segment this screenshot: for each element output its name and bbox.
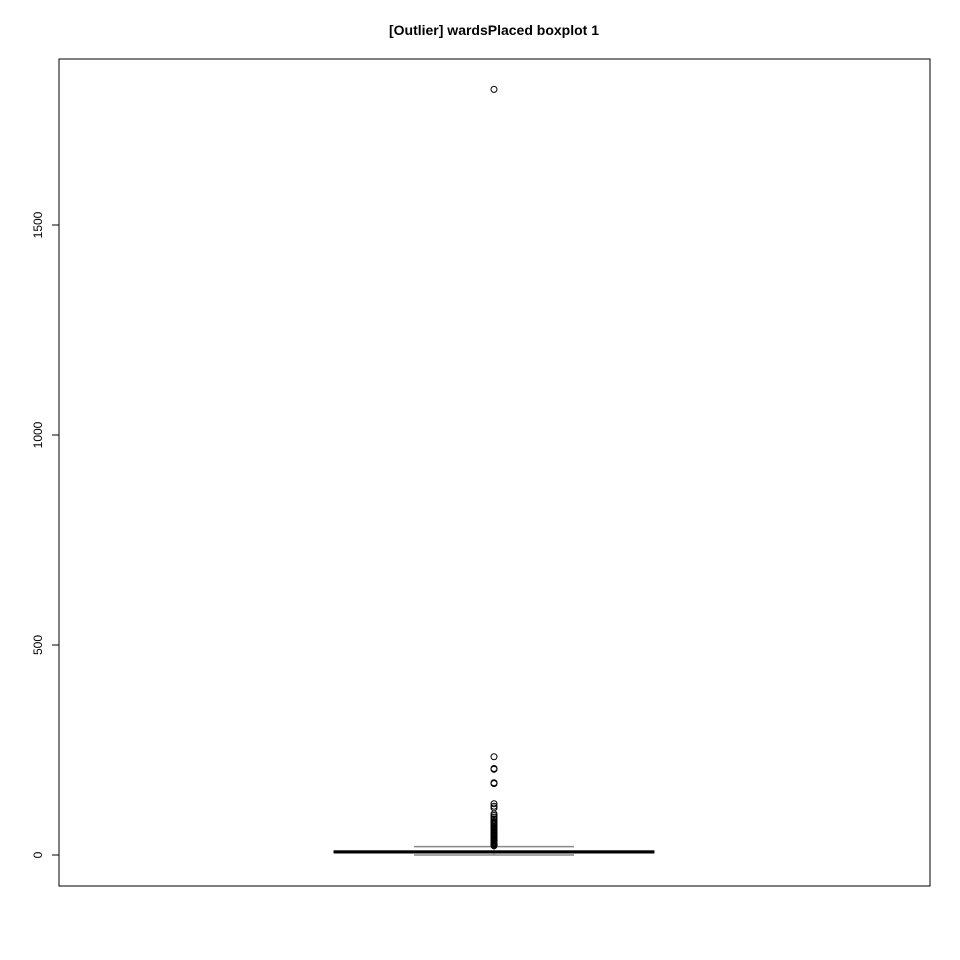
y-tick-label: 500 [31, 635, 45, 655]
outlier-point [490, 753, 498, 761]
y-tick-label: 1000 [31, 421, 45, 448]
outlier-group [490, 85, 498, 850]
outlier-point [490, 800, 498, 808]
outlier-point [490, 85, 498, 93]
outlier-point [490, 765, 498, 773]
y-tick-label: 0 [31, 851, 45, 858]
outlier-point [490, 780, 498, 788]
outlier-point [490, 842, 498, 850]
y-axis: 0 500 1000 1500 [31, 211, 59, 858]
chart-title: [Outlier] wardsPlaced boxplot 1 [389, 22, 599, 38]
y-tick-label: 1500 [31, 211, 45, 238]
plot-frame [58, 58, 931, 887]
